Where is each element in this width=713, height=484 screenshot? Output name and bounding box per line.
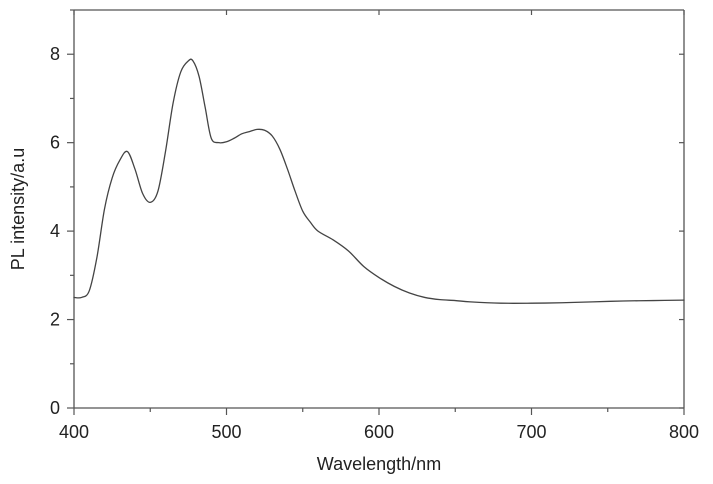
tick-labels: 400 500 600 700 800 0 2 4 6 8: [50, 44, 699, 442]
x-tick-label: 400: [59, 422, 89, 442]
pl-series-line: [73, 58, 685, 304]
y-tick-label: 2: [50, 310, 60, 330]
x-axis-title: Wavelength/nm: [317, 454, 441, 474]
y-axis-title: PL intensity/a.u: [8, 148, 28, 270]
y-tick-label: 0: [50, 398, 60, 418]
x-tick-label: 700: [516, 422, 546, 442]
ticks: [67, 9, 685, 415]
y-tick-label: 4: [50, 221, 60, 241]
x-tick-label: 600: [364, 422, 394, 442]
x-tick-label: 500: [211, 422, 241, 442]
axes: [73, 9, 685, 409]
series: [73, 58, 685, 304]
x-tick-label: 800: [669, 422, 699, 442]
y-tick-label: 6: [50, 133, 60, 153]
y-tick-label: 8: [50, 44, 60, 64]
